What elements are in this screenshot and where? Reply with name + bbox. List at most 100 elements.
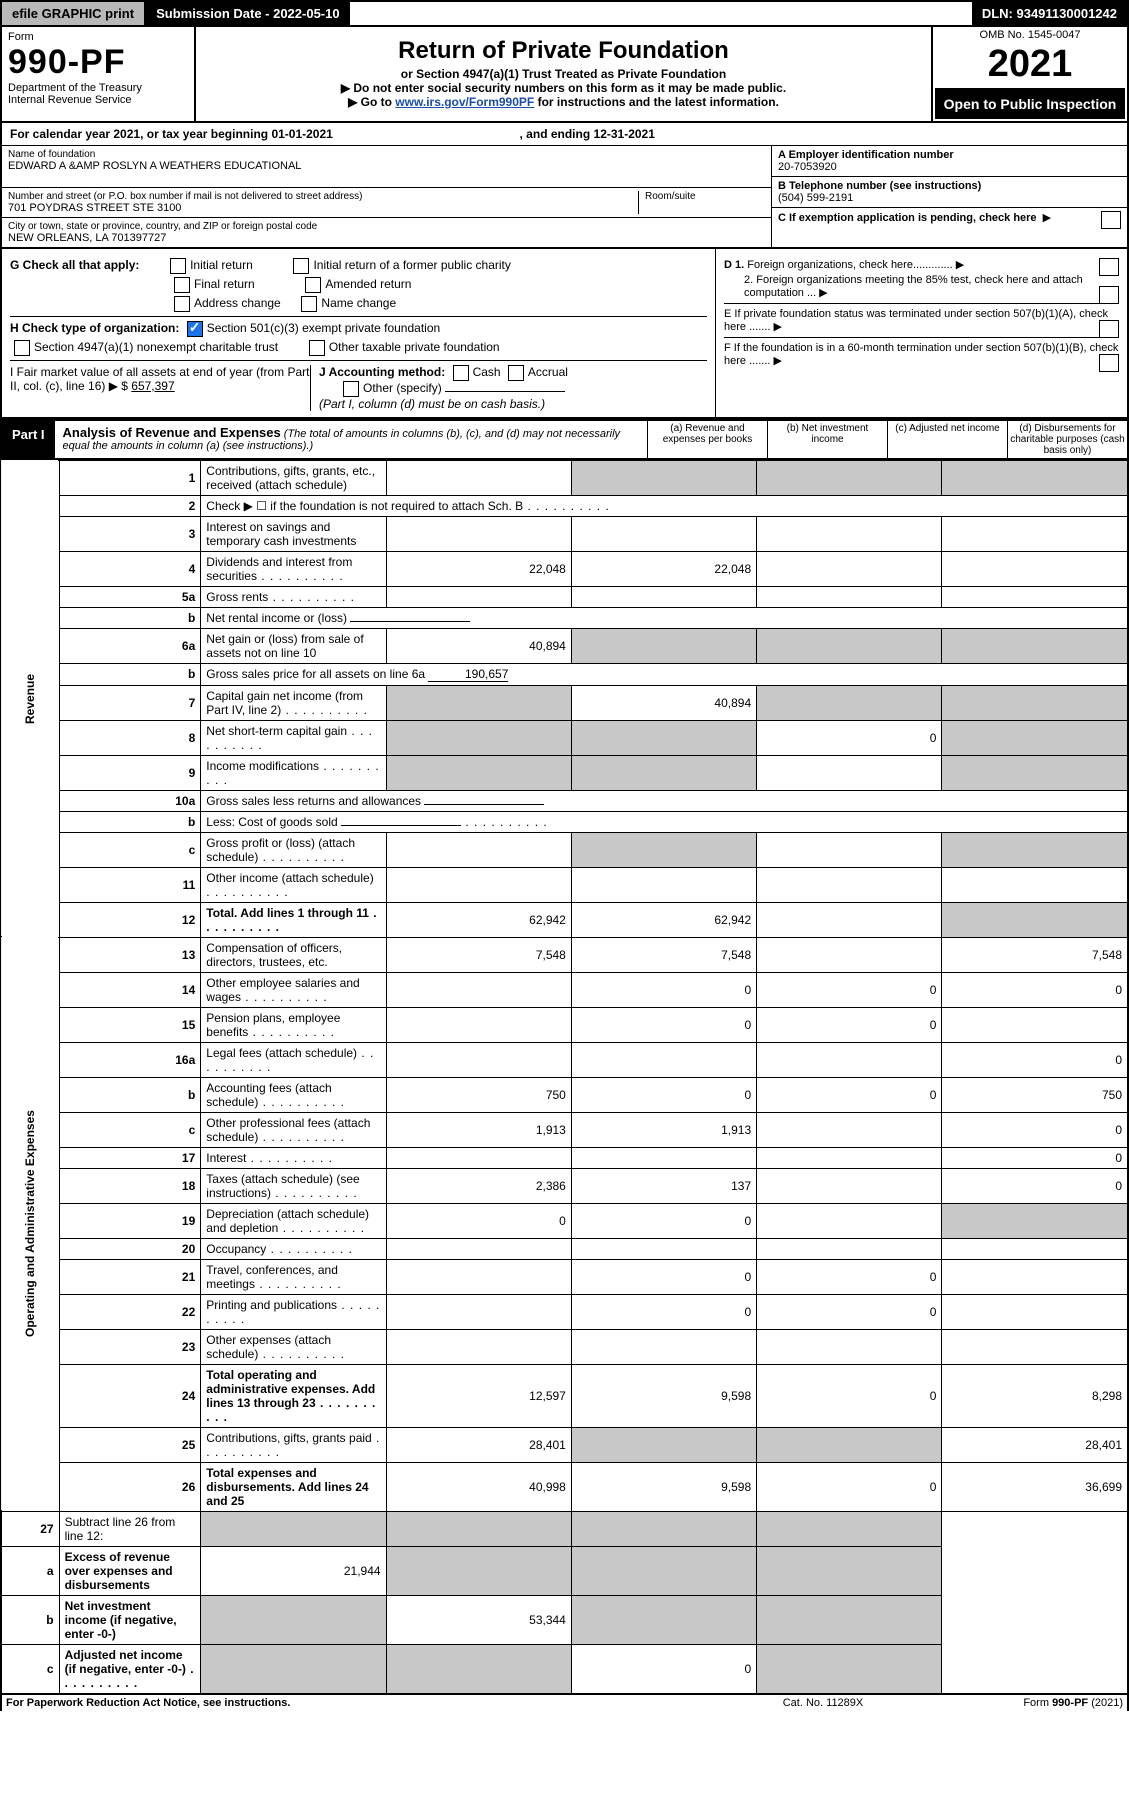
f-checkbox[interactable] [1099, 354, 1119, 372]
value-cell [757, 516, 942, 551]
value-cell: 36,699 [942, 1462, 1128, 1511]
form-label: Form [8, 31, 188, 43]
omb-number: OMB No. 1545-0047 [935, 29, 1125, 41]
d1-label: Foreign organizations, check here.......… [747, 259, 952, 271]
line-description: Occupancy [201, 1238, 386, 1259]
value-cell [757, 1644, 942, 1694]
line-description: Adjusted net income (if negative, enter … [59, 1644, 201, 1694]
value-cell [942, 1238, 1128, 1259]
4947-checkbox[interactable] [14, 340, 30, 356]
g-label: G Check all that apply: [10, 258, 139, 272]
value-cell [386, 720, 571, 755]
line-number: c [59, 1112, 201, 1147]
table-row: bLess: Cost of goods sold [1, 811, 1128, 832]
value-cell: 750 [942, 1077, 1128, 1112]
value-cell [942, 628, 1128, 663]
value-cell [386, 1294, 571, 1329]
line-number: 10a [59, 790, 201, 811]
initial-return-checkbox[interactable] [170, 258, 186, 274]
room-label: Room/suite [645, 191, 765, 202]
line-description: Net rental income or (loss) [201, 607, 1128, 628]
line-description: Other employee salaries and wages [201, 972, 386, 1007]
top-bar: efile GRAPHIC print Submission Date - 20… [0, 0, 1129, 27]
final-return-checkbox[interactable] [174, 277, 190, 293]
table-row: 26Total expenses and disbursements. Add … [1, 1462, 1128, 1511]
table-row: 17Interest0 [1, 1147, 1128, 1168]
d2-checkbox[interactable] [1099, 286, 1119, 304]
form-note-1: ▶ Do not enter social security numbers o… [202, 81, 925, 95]
value-cell: 0 [942, 1112, 1128, 1147]
value-cell: 0 [571, 1077, 756, 1112]
initial-public-charity-checkbox[interactable] [293, 258, 309, 274]
section-side-label: Operating and Administrative Expenses [1, 937, 59, 1511]
value-cell [757, 755, 942, 790]
other-method-checkbox[interactable] [343, 381, 359, 397]
part1-header: Part I Analysis of Revenue and Expenses … [0, 419, 1129, 460]
value-cell: 0 [386, 1203, 571, 1238]
line-number: 7 [59, 685, 201, 720]
value-cell [386, 516, 571, 551]
irs-url-link[interactable]: www.irs.gov/Form990PF [395, 95, 534, 109]
value-cell: 1,913 [386, 1112, 571, 1147]
d1-checkbox[interactable] [1099, 258, 1119, 276]
other-taxable-checkbox[interactable] [309, 340, 325, 356]
name-change-checkbox[interactable] [301, 296, 317, 312]
value-cell [757, 1168, 942, 1203]
table-row: bNet rental income or (loss) [1, 607, 1128, 628]
line-description: Pension plans, employee benefits [201, 1007, 386, 1042]
col-a-header: (a) Revenue and expenses per books [647, 421, 767, 458]
form-ref: Form 990-PF (2021) [923, 1697, 1123, 1709]
dept-label: Department of the Treasury [8, 82, 188, 94]
exemption-pending-label: C If exemption application is pending, c… [778, 212, 1037, 224]
open-public-badge: Open to Public Inspection [935, 90, 1125, 119]
value-cell [571, 867, 756, 902]
f-label: F If the foundation is in a 60-month ter… [724, 342, 1118, 367]
line-number: 4 [59, 551, 201, 586]
line-number: 14 [59, 972, 201, 1007]
exemption-checkbox[interactable] [1101, 211, 1121, 229]
col-b-header: (b) Net investment income [767, 421, 887, 458]
line-description: Interest [201, 1147, 386, 1168]
value-cell [571, 1147, 756, 1168]
efile-print-button[interactable]: efile GRAPHIC print [2, 2, 146, 25]
501c3-checkbox[interactable] [187, 321, 203, 337]
line-number: 23 [59, 1329, 201, 1364]
table-row: 7Capital gain net income (from Part IV, … [1, 685, 1128, 720]
cash-checkbox[interactable] [453, 365, 469, 381]
line-description: Total. Add lines 1 through 11 [201, 902, 386, 937]
address-change-checkbox[interactable] [174, 296, 190, 312]
line-description: Taxes (attach schedule) (see instruction… [201, 1168, 386, 1203]
value-cell: 12,597 [386, 1364, 571, 1427]
value-cell: 1,913 [571, 1112, 756, 1147]
value-cell: 40,894 [571, 685, 756, 720]
value-cell [386, 832, 571, 867]
line-number: 18 [59, 1168, 201, 1203]
value-cell: 0 [757, 1259, 942, 1294]
accrual-checkbox[interactable] [508, 365, 524, 381]
value-cell [757, 1595, 942, 1644]
table-row: 27Subtract line 26 from line 12: [1, 1511, 1128, 1546]
value-cell: 750 [386, 1077, 571, 1112]
value-cell: 0 [571, 1007, 756, 1042]
value-cell [757, 1042, 942, 1077]
table-row: 18Taxes (attach schedule) (see instructi… [1, 1168, 1128, 1203]
line-number: 12 [59, 902, 201, 937]
table-row: 23Other expenses (attach schedule) [1, 1329, 1128, 1364]
line-number: 15 [59, 1007, 201, 1042]
line-description: Subtract line 26 from line 12: [59, 1511, 201, 1546]
table-row: 10aGross sales less returns and allowanc… [1, 790, 1128, 811]
col-c-header: (c) Adjusted net income [887, 421, 1007, 458]
line-number: 21 [59, 1259, 201, 1294]
value-cell [757, 1147, 942, 1168]
value-cell [942, 685, 1128, 720]
value-cell [571, 1329, 756, 1364]
table-row: 20Occupancy [1, 1238, 1128, 1259]
e-checkbox[interactable] [1099, 320, 1119, 338]
value-cell [571, 1427, 756, 1462]
line-number: 27 [1, 1511, 59, 1546]
value-cell [757, 1238, 942, 1259]
line-description: Contributions, gifts, grants, etc., rece… [201, 460, 386, 495]
line-description: Net investment income (if negative, ente… [59, 1595, 201, 1644]
amended-return-checkbox[interactable] [305, 277, 321, 293]
line-description: Total operating and administrative expen… [201, 1364, 386, 1427]
